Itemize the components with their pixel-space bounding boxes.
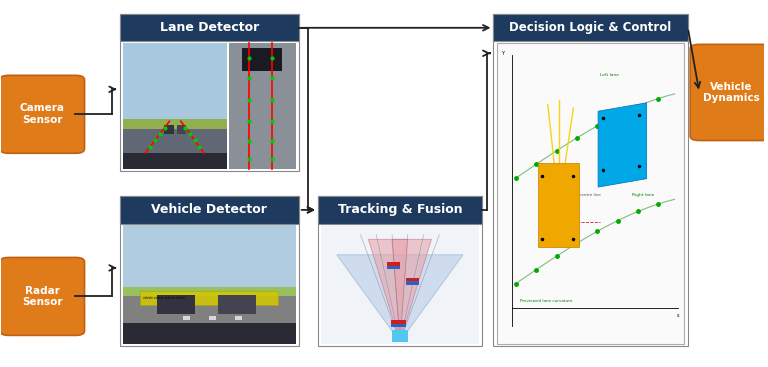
FancyBboxPatch shape	[123, 287, 296, 299]
Text: Lane centre line: Lane centre line	[568, 193, 601, 197]
Text: Vehicle Detector: Vehicle Detector	[151, 203, 267, 217]
Text: Vehicle
Dynamics: Vehicle Dynamics	[703, 81, 760, 103]
FancyBboxPatch shape	[123, 129, 227, 169]
Polygon shape	[598, 103, 647, 187]
Text: s: s	[677, 313, 679, 318]
FancyBboxPatch shape	[318, 196, 482, 346]
FancyBboxPatch shape	[235, 316, 242, 320]
Text: Camera
Sensor: Camera Sensor	[20, 103, 65, 125]
Polygon shape	[369, 239, 408, 342]
Text: Lane Detector: Lane Detector	[160, 21, 259, 34]
FancyBboxPatch shape	[0, 257, 84, 335]
FancyBboxPatch shape	[164, 125, 174, 134]
FancyBboxPatch shape	[120, 14, 299, 41]
FancyBboxPatch shape	[391, 320, 406, 324]
FancyBboxPatch shape	[493, 14, 688, 41]
FancyBboxPatch shape	[406, 281, 419, 284]
Text: Previewed lane curvature: Previewed lane curvature	[520, 299, 572, 302]
FancyBboxPatch shape	[123, 297, 296, 323]
Polygon shape	[336, 255, 463, 342]
FancyBboxPatch shape	[123, 323, 296, 344]
FancyBboxPatch shape	[120, 196, 299, 346]
Text: Left lane: Left lane	[600, 73, 619, 77]
FancyBboxPatch shape	[321, 225, 479, 344]
FancyBboxPatch shape	[123, 225, 296, 291]
FancyBboxPatch shape	[177, 125, 186, 134]
FancyBboxPatch shape	[690, 44, 768, 141]
FancyBboxPatch shape	[406, 278, 419, 281]
Text: Right lane: Right lane	[632, 193, 654, 197]
FancyBboxPatch shape	[318, 196, 482, 224]
FancyBboxPatch shape	[229, 43, 296, 169]
FancyBboxPatch shape	[184, 316, 190, 320]
Text: Y: Y	[501, 51, 504, 55]
FancyBboxPatch shape	[497, 43, 684, 344]
FancyBboxPatch shape	[120, 14, 299, 171]
Polygon shape	[392, 239, 432, 342]
FancyBboxPatch shape	[493, 14, 688, 346]
Text: vehicle vehicle vehicle vehicle: vehicle vehicle vehicle vehicle	[144, 296, 186, 300]
FancyBboxPatch shape	[387, 266, 400, 269]
FancyBboxPatch shape	[218, 295, 256, 315]
FancyBboxPatch shape	[120, 196, 299, 224]
FancyBboxPatch shape	[392, 330, 408, 342]
FancyBboxPatch shape	[157, 295, 195, 315]
Text: Tracking & Fusion: Tracking & Fusion	[338, 203, 462, 217]
FancyBboxPatch shape	[123, 153, 227, 169]
FancyBboxPatch shape	[209, 316, 216, 320]
FancyBboxPatch shape	[538, 163, 579, 247]
Text: Decision Logic & Control: Decision Logic & Control	[509, 21, 672, 34]
FancyBboxPatch shape	[391, 324, 406, 327]
FancyBboxPatch shape	[123, 43, 227, 121]
Text: Radar
Sensor: Radar Sensor	[22, 286, 62, 307]
FancyBboxPatch shape	[387, 262, 400, 266]
FancyBboxPatch shape	[0, 75, 84, 153]
FancyBboxPatch shape	[123, 119, 227, 131]
FancyBboxPatch shape	[140, 291, 279, 305]
FancyBboxPatch shape	[242, 48, 283, 71]
